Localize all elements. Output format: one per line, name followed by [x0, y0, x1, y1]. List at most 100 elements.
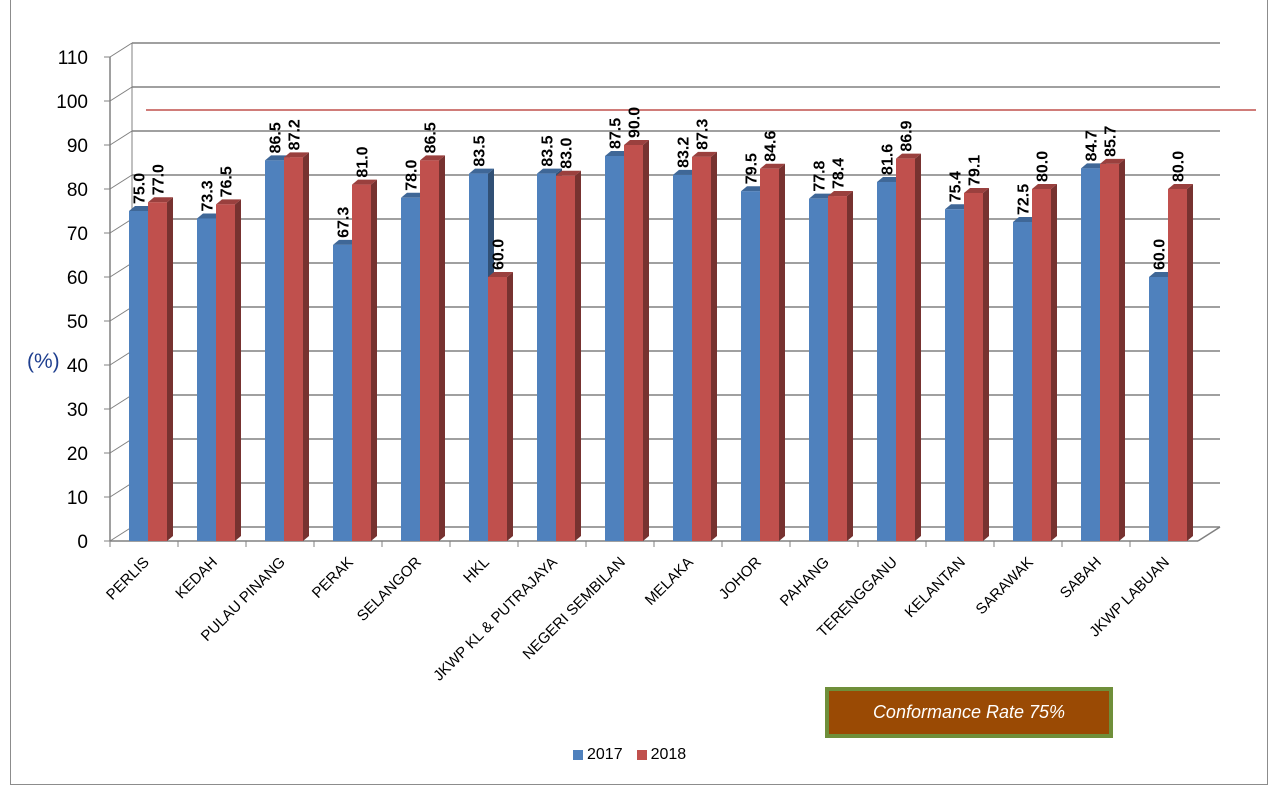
gridline-diag: [109, 438, 133, 454]
bar-2018-melaka-top: [692, 151, 717, 157]
bar-2017-perlis-top: [129, 206, 154, 211]
bar-2018-kedah-side: [235, 199, 241, 541]
bar-2017-perlis-front: [129, 211, 148, 541]
gridline-diag: [109, 350, 133, 366]
bar-2018-kelantan-front: [964, 192, 983, 541]
data-label-2017-jkwp-kl-putrajaya: 83.5: [540, 135, 557, 166]
legend-swatch-2017: [573, 750, 583, 760]
bar-2017-terengganu-front: [877, 181, 896, 541]
bar-2017-hkl-front: [469, 173, 488, 541]
bar-2018-terengganu: [896, 153, 921, 541]
bar-2017-pulau-pinang-front: [265, 160, 284, 541]
x-tick-label-kelantan: KELANTAN: [902, 554, 969, 621]
bar-2018-melaka-side: [711, 151, 717, 541]
bar-2018-jkwp-labuan-top: [1168, 184, 1193, 189]
data-label-2017-pulau-pinang: 86.5: [268, 122, 285, 153]
gridline-diag: [109, 218, 133, 234]
bar-2018-kelantan-top: [964, 187, 989, 193]
bar-2018-sabah-side: [1119, 158, 1125, 542]
data-label-2017-pahang: 77.8: [812, 160, 829, 191]
bar-2018-perak: [352, 179, 377, 541]
bar-2017-jkwp-labuan-front: [1149, 277, 1168, 541]
bar-2018-melaka: [692, 151, 717, 541]
gridline-diag: [109, 130, 133, 146]
bar-2017-pahang-top: [809, 193, 834, 199]
bar-2018-johor-side: [779, 163, 785, 541]
bar-2017-negeri-sembilan-top: [605, 151, 630, 156]
bar-2017-sarawak-top: [1013, 217, 1038, 222]
gridline-diag: [109, 526, 133, 542]
y-tick-label: 90: [67, 136, 88, 157]
data-label-2018-kelantan: 79.1: [967, 155, 984, 186]
bar-2018-hkl-front: [488, 277, 507, 541]
y-tick-label: 0: [77, 532, 88, 553]
bar-2018-sarawak-top: [1032, 184, 1057, 189]
bar-2018-sarawak: [1032, 184, 1057, 541]
data-label-2018-selangor: 86.5: [423, 122, 440, 153]
x-tick-label-perak: PERAK: [309, 554, 357, 602]
bar-2018-kelantan: [964, 187, 989, 541]
data-label-2018-perak: 81.0: [355, 146, 372, 177]
data-label-2017-sabah: 84.7: [1084, 130, 1101, 161]
bar-2018-jkwp-kl-putrajaya-side: [575, 170, 581, 542]
bar-2018-jkwp-labuan-side: [1187, 184, 1193, 541]
y-tick-label: 10: [67, 488, 88, 509]
bar-2017-perak-front: [333, 244, 352, 541]
x-tick-label-sabah: SABAH: [1057, 554, 1105, 602]
bar-2017-melaka-top: [673, 169, 698, 175]
data-label-2017-perlis: 75.0: [132, 173, 149, 204]
x-tick-label-perlis: PERLIS: [103, 554, 153, 604]
bar-2017-jkwp-kl-putrajaya-top: [537, 168, 562, 174]
bar-2018-pulau-pinang: [284, 152, 309, 541]
conformance-rate-annotation: Conformance Rate 75%: [825, 687, 1113, 738]
bar-2018-pulau-pinang-side: [303, 152, 309, 541]
bar-2017-pahang-front: [809, 198, 828, 541]
gridline-diag: [109, 482, 133, 498]
bar-2017-sabah-front: [1081, 168, 1100, 541]
bar-2018-selangor-top: [420, 155, 445, 161]
legend: 2017 2018: [573, 746, 686, 764]
x-axis-depth: [1197, 526, 1221, 542]
bar-2017-hkl-top: [469, 168, 494, 174]
bar-2018-jkwp-kl-putrajaya-front: [556, 175, 575, 542]
bar-2018-selangor: [420, 155, 445, 541]
bar-2018-hkl-side: [507, 272, 513, 541]
bar-2018-negeri-sembilan: [624, 140, 649, 541]
bar-2018-melaka-front: [692, 156, 711, 541]
bar-2017-negeri-sembilan-front: [605, 156, 624, 541]
y-axis-label: (%): [27, 350, 60, 373]
x-tick-label-selangor: SELANGOR: [354, 554, 425, 625]
data-label-2018-hkl: 60.0: [491, 239, 508, 270]
bar-2018-perlis-front: [148, 202, 167, 541]
data-label-2017-jkwp-labuan: 60.0: [1152, 239, 1169, 270]
y-tick-label: 50: [67, 312, 88, 333]
legend-item-2018: 2018: [636, 746, 686, 764]
bar-2018-perak-top: [352, 179, 377, 185]
bars: [129, 140, 1193, 542]
bar-2018-negeri-sembilan-front: [624, 145, 643, 541]
chart-frame: [10, 0, 1268, 785]
bar-2018-sarawak-front: [1032, 189, 1051, 541]
data-label-2018-melaka: 87.3: [695, 119, 712, 150]
bar-2017-kelantan-top: [945, 204, 970, 210]
bar-2017-selangor-top: [401, 192, 426, 198]
bar-2018-pahang-side: [847, 191, 853, 542]
bar-2018-johor: [760, 163, 785, 541]
gridline-diag: [109, 394, 133, 410]
x-tick-label-johor: JOHOR: [716, 554, 765, 603]
data-label-2018-pulau-pinang: 87.2: [287, 119, 304, 150]
y-tick-labels: 0 10 20 30 40 50 60 70 80 90 100 110: [56, 48, 88, 553]
x-tick-label-melaka: MELAKA: [642, 554, 697, 609]
bar-2018-kedah-top: [216, 199, 241, 205]
bar-2018-negeri-sembilan-top: [624, 140, 649, 145]
gridline-diag: [109, 42, 133, 58]
data-labels: 75.0 77.073.3 76.586.5 87.267.381.0 78.086.5…: [132, 107, 1188, 270]
bar-2018-kedah-front: [216, 204, 235, 541]
legend-label-2017: 2017: [587, 746, 623, 763]
bar-2018-perak-side: [371, 179, 377, 541]
x-tick-label-sarawak: SARAWAK: [973, 554, 1037, 618]
data-label-2017-selangor: 78.0: [404, 160, 421, 191]
bar-2017-kedah-front: [197, 218, 216, 542]
